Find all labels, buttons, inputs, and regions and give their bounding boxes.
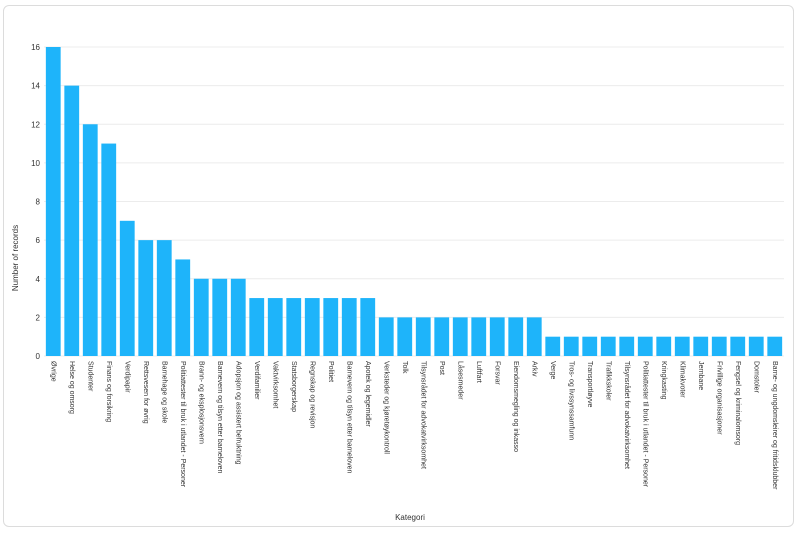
bar[interactable] xyxy=(730,336,746,356)
y-tick-label: 8 xyxy=(36,198,41,207)
bar[interactable] xyxy=(119,220,135,356)
bar[interactable] xyxy=(230,278,246,356)
bar[interactable] xyxy=(767,336,783,356)
x-axis-title: Kategori xyxy=(395,513,425,522)
bar[interactable] xyxy=(267,298,283,356)
y-tick-label: 12 xyxy=(31,120,40,129)
bar[interactable] xyxy=(748,336,764,356)
x-tick-label: Transportløyve xyxy=(586,361,593,408)
x-tick-label: Arkiv xyxy=(530,361,537,377)
bar[interactable] xyxy=(526,317,542,356)
bar[interactable] xyxy=(378,317,394,356)
x-tick-label: Tilsynsrådet for advokatvirksomhet xyxy=(419,361,427,469)
x-tick-label: Verge xyxy=(549,361,556,379)
x-tick-label: Brann- og eksplosjonsvern xyxy=(197,361,204,444)
x-tick-label: Studenter xyxy=(86,361,93,392)
x-tick-label: Luftfart xyxy=(475,361,482,383)
bar[interactable] xyxy=(323,298,339,356)
x-tick-label: Jernbane xyxy=(697,361,704,390)
x-tick-label: Rettsvesen for øvrig xyxy=(142,361,149,424)
bar[interactable] xyxy=(711,336,727,356)
x-tick-label: Verksteder og kjøretøykontroll xyxy=(382,361,389,454)
bar[interactable] xyxy=(489,317,505,356)
bar[interactable] xyxy=(175,259,191,356)
x-tick-label: Helse og omsorg xyxy=(68,361,75,414)
bar[interactable] xyxy=(82,124,98,356)
x-tick-label: Barne- og ungdomsleirer og fritidsklubbe… xyxy=(771,361,778,490)
x-tick-label: Klimakvoter xyxy=(678,361,685,398)
gridlines xyxy=(44,46,784,357)
x-tick-label: Post xyxy=(438,361,445,375)
y-tick-label: 0 xyxy=(36,352,41,361)
x-tick-label: Fengsel og kriminalomsorg xyxy=(734,361,741,445)
bar[interactable] xyxy=(101,143,117,356)
chart-card xyxy=(3,5,794,527)
x-tick-label: Barnevern og tilsyn etter barneloven xyxy=(345,361,352,474)
x-tick-label: Låsesmeder xyxy=(456,361,464,400)
bar[interactable] xyxy=(249,298,265,356)
bar[interactable] xyxy=(45,47,61,356)
bar[interactable] xyxy=(582,336,598,356)
y-tick-label: 14 xyxy=(31,82,40,91)
x-tick-label: Statsborgerskap xyxy=(290,361,297,412)
bar[interactable] xyxy=(600,336,616,356)
bar[interactable] xyxy=(397,317,413,356)
x-tick-label: Tilsynsrådet for advokatvirksomhet xyxy=(623,361,631,469)
bar[interactable] xyxy=(304,298,320,356)
x-tick-label: Forsvar xyxy=(493,361,500,385)
x-tick-label: Verdifamilier xyxy=(253,361,260,400)
x-tick-label: Barnevern og tilsyn etter barneloven xyxy=(216,361,223,474)
x-tick-label: Verdipapir xyxy=(123,361,130,393)
x-tick-label: Domstoler xyxy=(752,361,759,394)
x-tick-label: Eiendomsmegling og inkasso xyxy=(512,361,519,452)
x-tick-label: Politiet xyxy=(327,361,334,382)
bar[interactable] xyxy=(434,317,450,356)
x-tick-label: Politiattester til bruk i utlandet - Per… xyxy=(179,361,186,488)
bar[interactable] xyxy=(138,240,154,356)
bar[interactable] xyxy=(415,317,431,356)
y-tick-label: 6 xyxy=(36,236,41,245)
bar[interactable] xyxy=(637,336,653,356)
x-tick-label: Regnskap og revisjon xyxy=(308,361,315,428)
x-tick-label: Politiattester til bruk i utlandet - Per… xyxy=(641,361,648,488)
bar[interactable] xyxy=(508,317,524,356)
y-axis-ticks: 0 2 4 6 8 10 12 14 16 xyxy=(31,43,40,361)
bar[interactable] xyxy=(341,298,357,356)
bar[interactable] xyxy=(156,240,172,356)
x-tick-label: Finans og forsikring xyxy=(105,361,112,422)
y-tick-label: 4 xyxy=(36,275,41,284)
y-tick-label: 2 xyxy=(36,313,41,322)
bar[interactable] xyxy=(452,317,468,356)
x-tick-label: Tolk xyxy=(401,361,408,374)
bar[interactable] xyxy=(286,298,302,356)
x-tick-label: Apotek og legemidler xyxy=(364,361,371,427)
y-tick-label: 10 xyxy=(31,159,40,168)
bar[interactable] xyxy=(471,317,487,356)
bar[interactable] xyxy=(64,85,80,356)
bar[interactable] xyxy=(563,336,579,356)
x-tick-label: Øvrige xyxy=(49,361,56,382)
y-axis-title: Number of records xyxy=(11,225,20,291)
bar[interactable] xyxy=(693,336,709,356)
bar[interactable] xyxy=(212,278,228,356)
bar[interactable] xyxy=(545,336,561,356)
bar[interactable] xyxy=(193,278,209,356)
bar[interactable] xyxy=(656,336,672,356)
bar[interactable] xyxy=(360,298,376,356)
x-tick-label: Tros- og livssynssamfunn xyxy=(567,361,574,440)
x-tick-label: Adopsjon og assistert befruktning xyxy=(234,361,241,465)
bar[interactable] xyxy=(674,336,690,356)
x-tick-label: Kringkasting xyxy=(660,361,667,400)
bars xyxy=(45,47,783,356)
bar[interactable] xyxy=(619,336,635,356)
x-tick-label: Trafikkskoler xyxy=(604,361,611,401)
x-tick-label: Barnehage og skole xyxy=(160,361,167,423)
y-tick-label: 16 xyxy=(31,43,40,52)
x-axis-ticks: Øvrige Helse og omsorg Studenter Finans og … xyxy=(49,361,778,490)
x-tick-label: Vaktvirksomhet xyxy=(271,361,278,408)
x-tick-label: Frivillige organisasjoner xyxy=(715,361,722,435)
